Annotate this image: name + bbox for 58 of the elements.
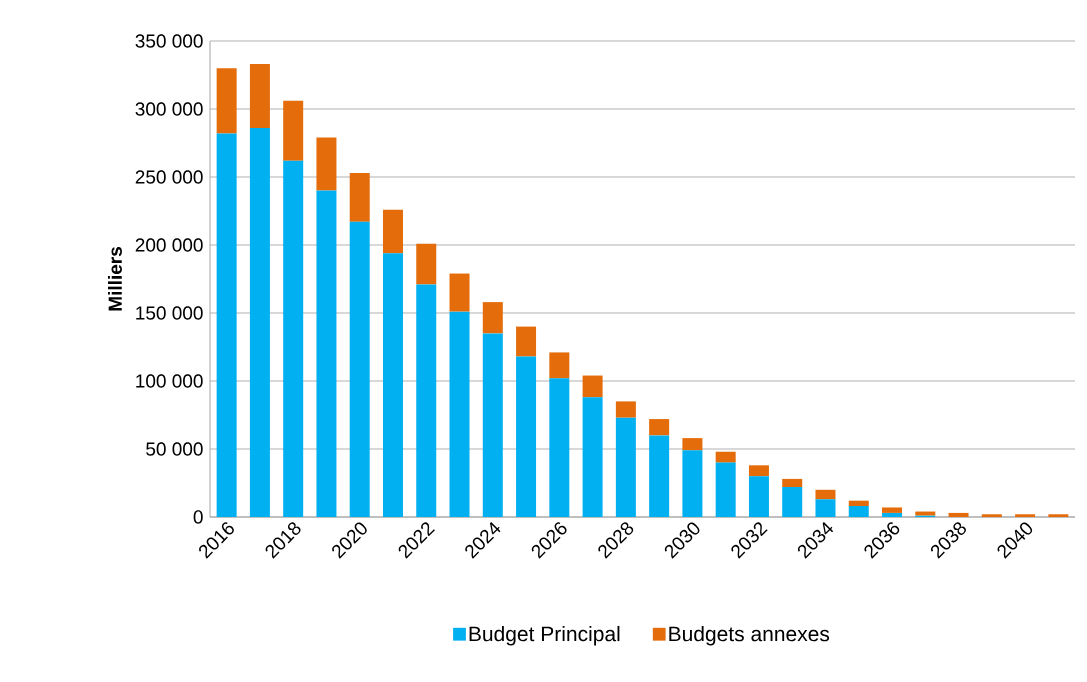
y-tick-label: 350 000 — [135, 34, 203, 48]
y-tick-label: 250 000 — [135, 170, 203, 184]
bar — [748, 476, 769, 517]
bar — [1048, 514, 1069, 517]
bar — [782, 487, 803, 517]
bar — [516, 356, 537, 517]
bar — [815, 499, 836, 517]
bar — [582, 375, 603, 398]
y-tick-label: 150 000 — [136, 306, 203, 320]
bar — [615, 417, 636, 517]
legend-label: Budgets annexes — [669, 625, 830, 646]
bar — [416, 243, 437, 285]
y-tick-label: 100 000 — [136, 374, 203, 388]
bar — [416, 284, 437, 517]
bar — [283, 100, 304, 161]
bar — [216, 133, 237, 517]
bar — [482, 302, 503, 334]
bar — [882, 512, 903, 517]
bar — [649, 435, 670, 517]
bar — [649, 419, 670, 436]
bar — [848, 500, 869, 507]
bar — [715, 451, 736, 463]
bar — [516, 326, 537, 357]
bar — [981, 514, 1002, 517]
bar — [449, 273, 470, 312]
bar — [882, 507, 903, 513]
y-tick-label: 0 — [193, 510, 203, 524]
bar — [748, 465, 769, 477]
bar — [482, 333, 503, 517]
bar — [715, 462, 736, 517]
bar — [216, 68, 237, 134]
bar — [682, 450, 703, 517]
bar — [283, 160, 304, 517]
bar — [682, 438, 703, 451]
bar — [915, 511, 936, 516]
bar — [549, 378, 570, 517]
bar — [349, 172, 370, 222]
bar — [316, 190, 337, 517]
bar — [948, 512, 969, 517]
bar — [249, 64, 270, 129]
bar — [582, 397, 603, 517]
bar — [382, 253, 403, 517]
bar — [549, 352, 570, 379]
bar — [316, 137, 337, 191]
y-tick-label: 200 000 — [135, 238, 203, 252]
bar — [815, 489, 836, 500]
bar — [848, 506, 869, 517]
y-tick-label: 50 000 — [146, 442, 203, 456]
bar — [349, 221, 370, 517]
y-tick-label: 300 000 — [135, 102, 203, 116]
bar — [449, 311, 470, 517]
bar — [782, 478, 803, 488]
legend-label: Budget Principal — [469, 625, 620, 646]
bar — [615, 401, 636, 418]
bar — [1015, 514, 1036, 517]
y-axis-title: Milliers — [107, 247, 122, 311]
bar — [249, 128, 270, 517]
bar — [382, 209, 403, 254]
